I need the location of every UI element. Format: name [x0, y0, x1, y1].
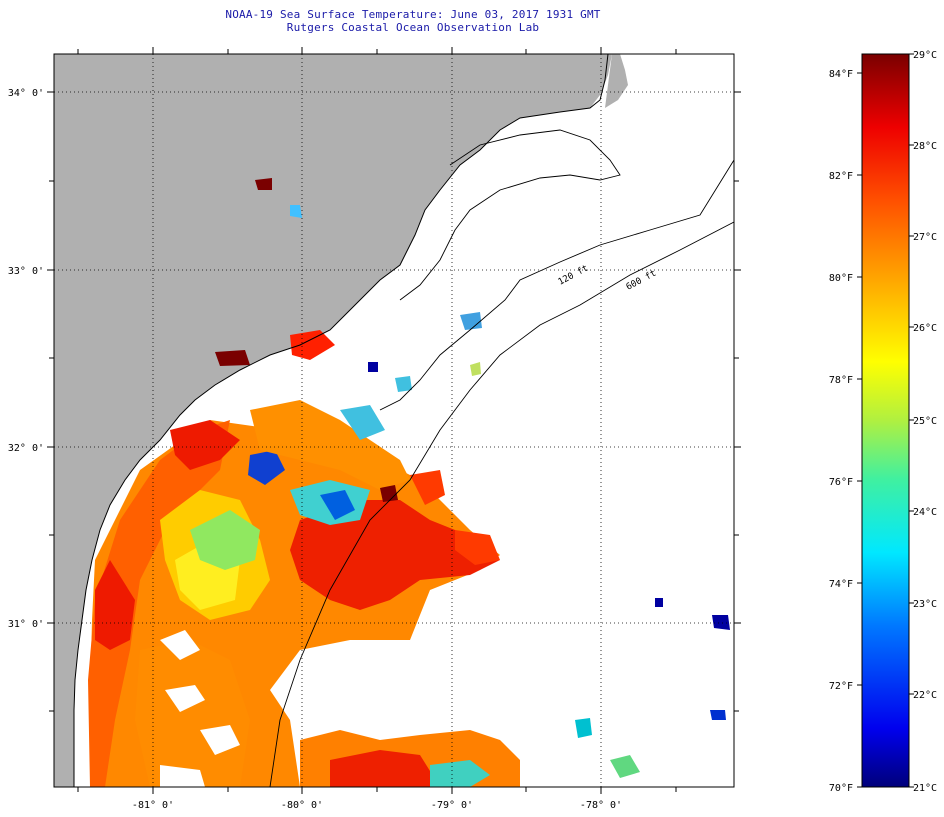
- lat-label-31: 31° 0': [8, 619, 44, 630]
- colorbar-f-72: 72°F: [829, 681, 853, 692]
- isobath-600ft: [269, 221, 734, 787]
- colorbar-bar: [861, 53, 910, 788]
- coastline: [73, 54, 609, 787]
- colorbar: 84°F 82°F 80°F 78°F 76°F 74°F 72°F 70°F …: [829, 50, 937, 794]
- lon-label-80: -80° 0': [281, 800, 323, 811]
- lat-label-33: 33° 0': [8, 266, 44, 277]
- colorbar-f-70: 70°F: [829, 783, 853, 794]
- inner-shelf-contour: [399, 129, 621, 301]
- colorbar-c-29: 29°C: [913, 50, 937, 61]
- map-title: NOAA-19 Sea Surface Temperature: June 03…: [225, 8, 601, 21]
- colorbar-c-23: 23°C: [913, 599, 937, 610]
- axis-ticks: [47, 47, 741, 794]
- land-nc: [605, 54, 628, 108]
- colorbar-f-84: 84°F: [829, 69, 853, 80]
- colorbar-ticks: [857, 53, 914, 788]
- colorbar-c-26: 26°C: [913, 323, 937, 334]
- colorbar-f-74: 74°F: [829, 579, 853, 590]
- isobath-120ft: [379, 159, 734, 411]
- colorbar-f-82: 82°F: [829, 171, 853, 182]
- map-subtitle: Rutgers Coastal Ocean Observation Lab: [286, 21, 540, 34]
- colorbar-c-27: 27°C: [913, 232, 937, 243]
- lon-label-79: -79° 0': [431, 800, 473, 811]
- map-frame: [53, 53, 735, 788]
- colorbar-f-76: 76°F: [829, 477, 853, 488]
- colorbar-c-28: 28°C: [913, 141, 937, 152]
- isobath-contours: [269, 129, 734, 787]
- land-mass: [54, 54, 612, 787]
- lat-label-32: 32° 0': [8, 443, 44, 454]
- lon-label-81: -81° 0': [132, 800, 174, 811]
- colorbar-f-78: 78°F: [829, 375, 853, 386]
- graticule: [54, 54, 734, 787]
- colorbar-c-21: 21°C: [913, 783, 937, 794]
- lon-label-78: -78° 0': [580, 800, 622, 811]
- colorbar-c-22: 22°C: [913, 690, 937, 701]
- colorbar-c-24: 24°C: [913, 507, 937, 518]
- colorbar-f-80: 80°F: [829, 273, 853, 284]
- lat-label-34: 34° 0': [8, 88, 44, 99]
- sst-patches: [88, 178, 730, 787]
- colorbar-c-25: 25°C: [913, 416, 937, 427]
